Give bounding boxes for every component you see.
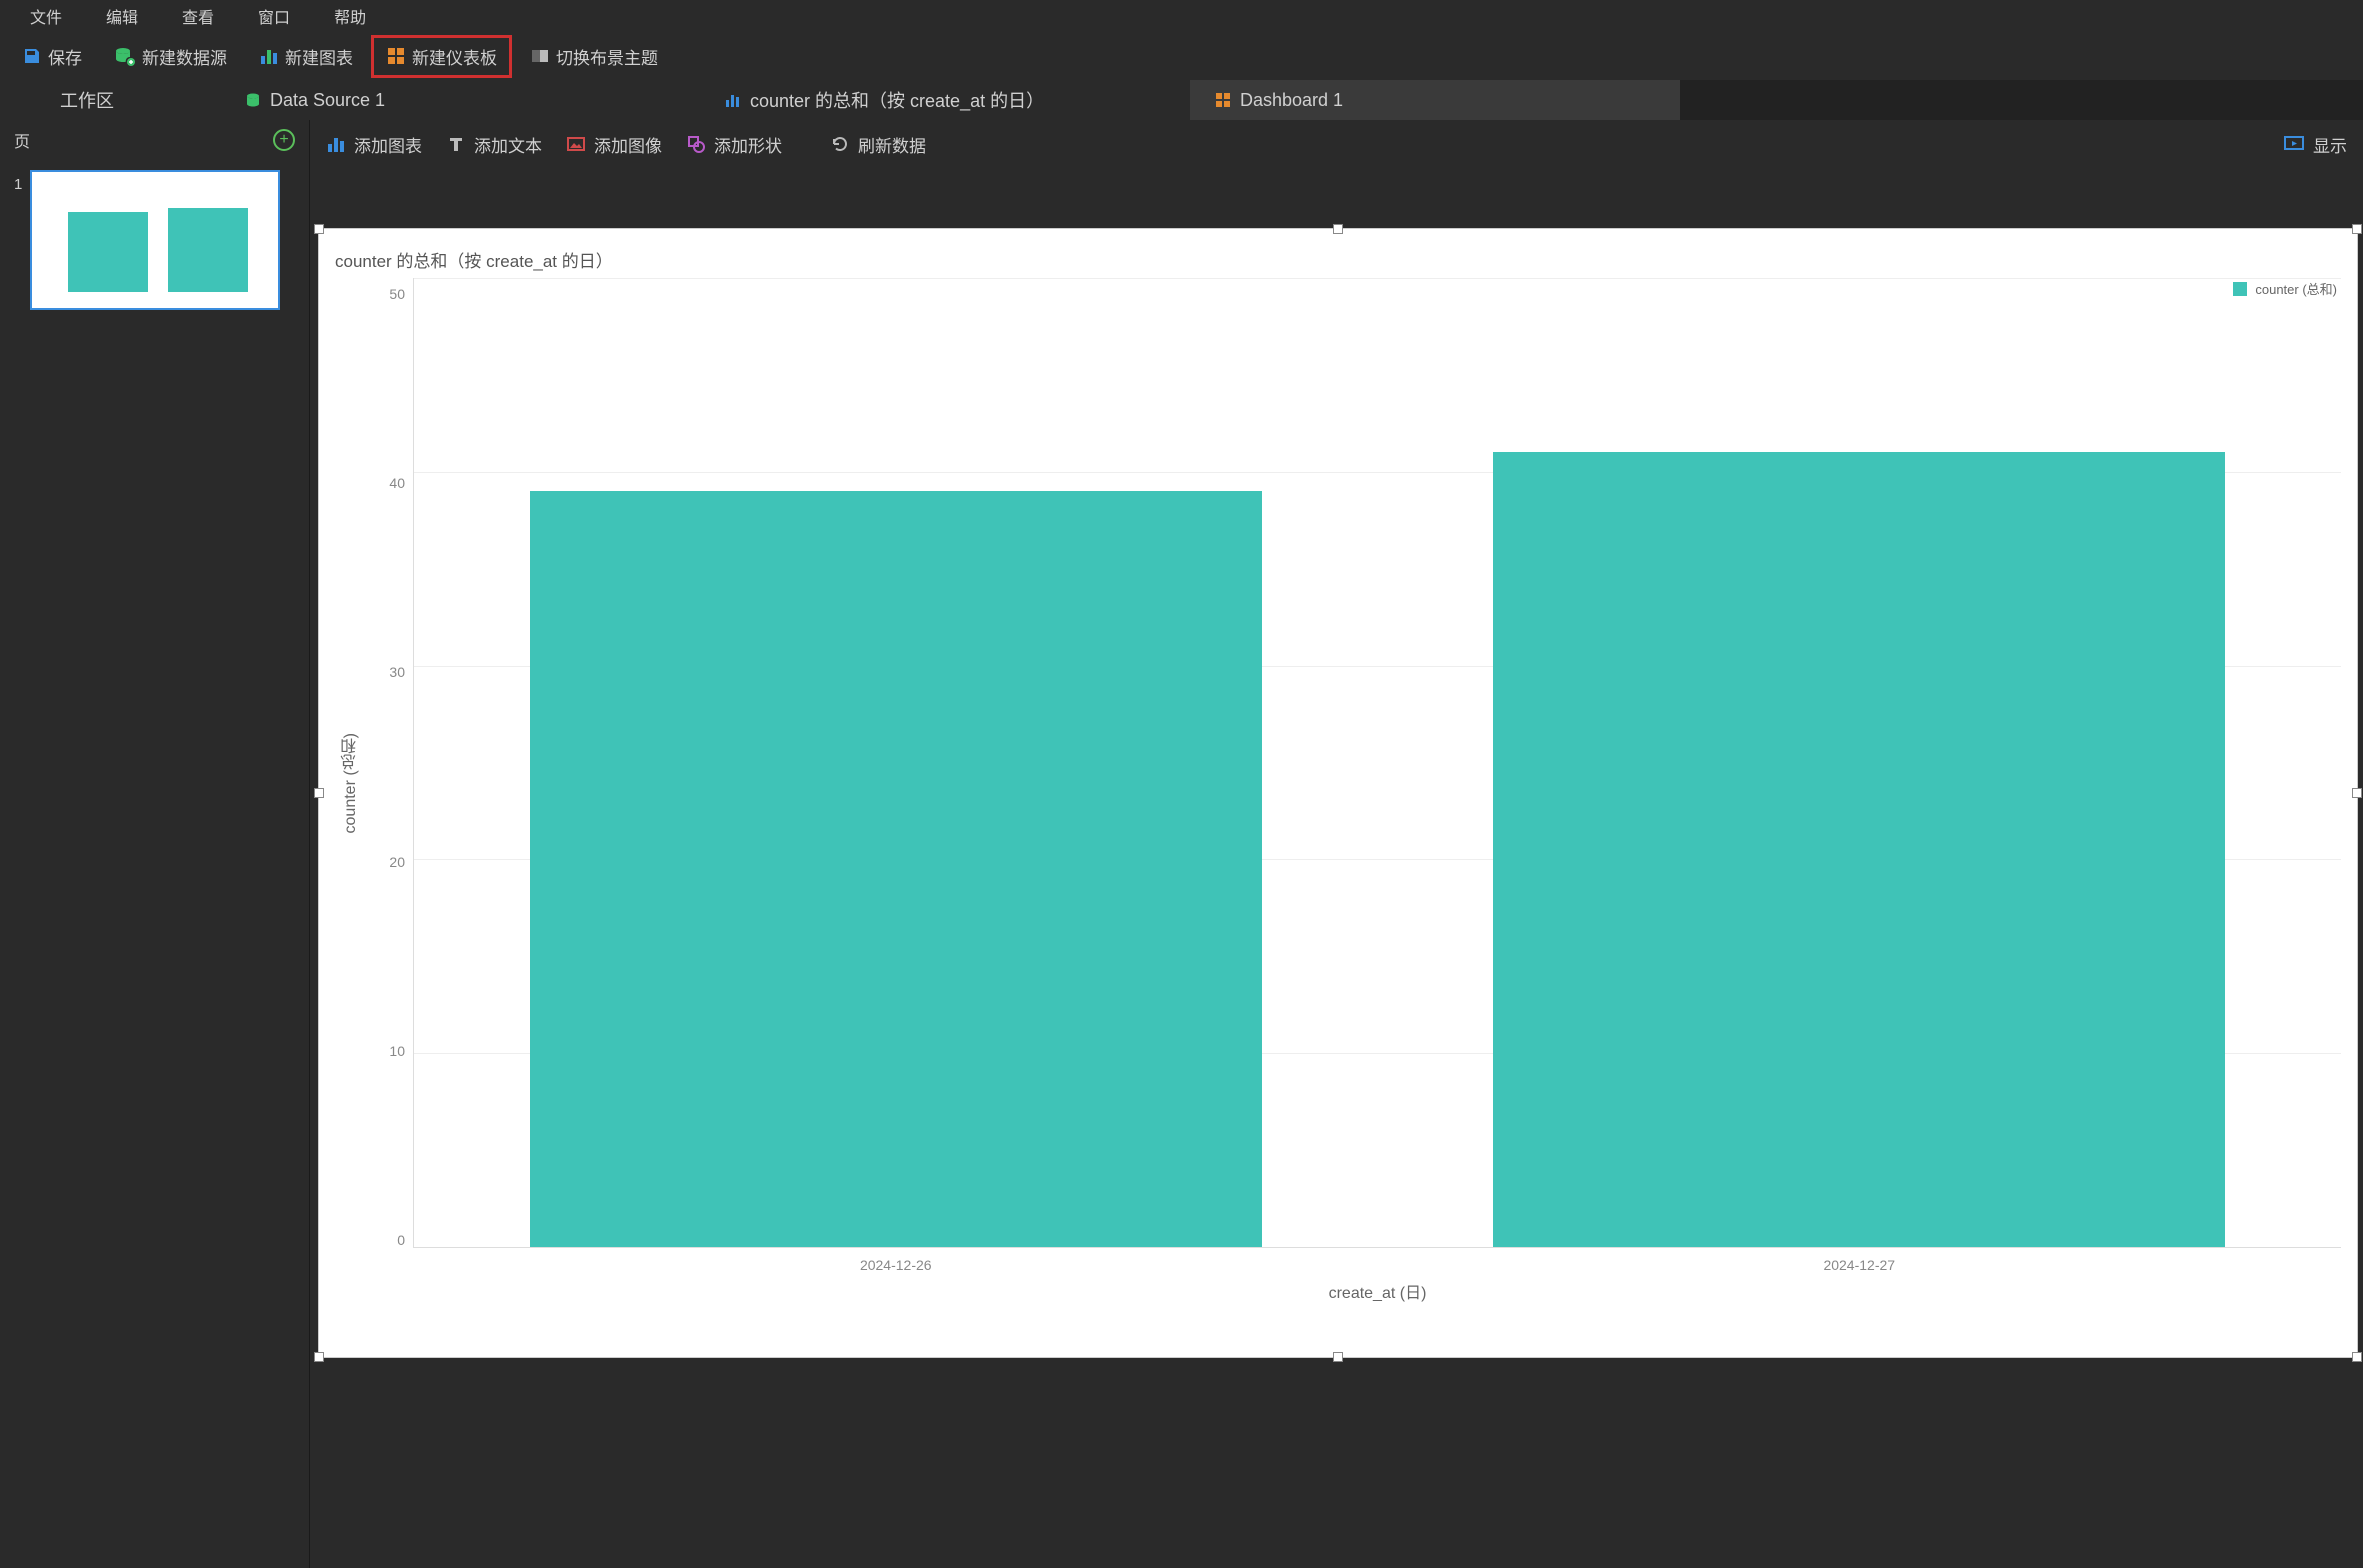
y-tick: 50 — [373, 286, 405, 302]
chart-title: counter 的总和（按 create_at 的日） — [335, 247, 2341, 272]
present-button[interactable]: 显示 — [2283, 132, 2347, 157]
new-dashboard-label: 新建仪表板 — [412, 44, 497, 69]
add-page-button[interactable]: + — [273, 129, 295, 151]
x-tick-label: 2024-12-27 — [1823, 1257, 1895, 1273]
save-button[interactable]: 保存 — [8, 36, 96, 77]
add-shape-button[interactable]: 添加形状 — [686, 132, 782, 157]
menu-help[interactable]: 帮助 — [312, 0, 388, 32]
tabs-bar: 工作区 Data Source 1 counter 的总和（按 create_a… — [0, 80, 2363, 120]
dashboard-tab-icon — [1214, 91, 1232, 109]
add-chart-label: 添加图表 — [354, 132, 422, 157]
add-chart-icon — [326, 134, 346, 154]
shape-icon — [686, 134, 706, 154]
menu-window[interactable]: 窗口 — [236, 0, 312, 32]
plot-area: create_at (日) 2024-12-262024-12-27 — [413, 278, 2341, 1248]
canvas-wrap: counter (总和) counter 的总和（按 create_at 的日）… — [310, 168, 2363, 1568]
bar-chart[interactable]: counter 的总和（按 create_at 的日） counter (总和)… — [335, 247, 2341, 1341]
resize-handle-tc[interactable] — [1333, 224, 1343, 234]
chart-icon — [724, 91, 742, 109]
y-tick: 0 — [373, 1232, 405, 1248]
tab-chart-label: counter 的总和（按 create_at 的日） — [750, 87, 1044, 113]
y-axis-label: counter (总和) — [335, 733, 367, 833]
resize-handle-bc[interactable] — [1333, 1352, 1343, 1362]
x-tick-label: 2024-12-26 — [860, 1257, 932, 1273]
new-dashboard-button[interactable]: 新建仪表板 — [371, 35, 512, 78]
main-toolbar: 保存 新建数据源 新建图表 新建仪表板 切换布景主题 — [0, 32, 2363, 80]
tab-data-source[interactable]: Data Source 1 — [220, 80, 700, 120]
grid-line — [414, 278, 2341, 279]
refresh-icon — [830, 134, 850, 154]
add-text-button[interactable]: 添加文本 — [446, 132, 542, 157]
x-axis-label: create_at (日) — [1329, 1279, 1427, 1303]
y-ticks: 50 40 30 20 10 0 — [367, 278, 413, 1288]
refresh-data-button[interactable]: 刷新数据 — [830, 132, 926, 157]
image-icon — [566, 134, 586, 154]
pages-title: 页 — [14, 128, 30, 152]
tab-workspace-label: 工作区 — [60, 87, 114, 113]
bar[interactable] — [1493, 452, 2225, 1247]
tab-chart[interactable]: counter 的总和（按 create_at 的日） — [700, 80, 1190, 120]
menu-edit[interactable]: 编辑 — [84, 0, 160, 32]
tab-dashboard-label: Dashboard 1 — [1240, 90, 1343, 111]
tab-data-source-label: Data Source 1 — [270, 90, 385, 111]
y-tick: 30 — [373, 664, 405, 680]
resize-handle-bl[interactable] — [314, 1352, 324, 1362]
add-image-button[interactable]: 添加图像 — [566, 132, 662, 157]
present-label: 显示 — [2313, 132, 2347, 157]
content-area: 添加图表 添加文本 添加图像 添加形状 — [310, 120, 2363, 1568]
new-data-source-label: 新建数据源 — [142, 44, 227, 69]
page-thumbnail-row: 1 — [0, 160, 309, 320]
dashboard-canvas[interactable]: counter (总和) counter 的总和（按 create_at 的日）… — [318, 228, 2358, 1358]
save-label: 保存 — [48, 44, 82, 69]
y-tick: 10 — [373, 1043, 405, 1059]
resize-handle-mr[interactable] — [2352, 788, 2362, 798]
add-chart-button[interactable]: 添加图表 — [326, 132, 422, 157]
add-shape-label: 添加形状 — [714, 132, 782, 157]
text-icon — [446, 134, 466, 154]
thumb-mini-bar-2 — [168, 208, 248, 292]
bar-chart-icon — [259, 46, 279, 66]
bar[interactable] — [530, 491, 1262, 1247]
switch-theme-label: 切换布景主题 — [556, 44, 658, 69]
tab-workspace[interactable]: 工作区 — [0, 80, 220, 120]
content-toolbar: 添加图表 添加文本 添加图像 添加形状 — [310, 120, 2363, 168]
theme-icon — [530, 46, 550, 66]
present-icon — [2283, 133, 2305, 155]
page-thumbnail-number: 1 — [14, 170, 22, 310]
resize-handle-br[interactable] — [2352, 1352, 2362, 1362]
switch-theme-button[interactable]: 切换布景主题 — [516, 36, 672, 77]
add-text-label: 添加文本 — [474, 132, 542, 157]
add-image-label: 添加图像 — [594, 132, 662, 157]
tab-dashboard[interactable]: Dashboard 1 — [1190, 80, 1680, 120]
menu-bar: 文件 编辑 查看 窗口 帮助 — [0, 0, 2363, 32]
database-icon — [244, 91, 262, 109]
resize-handle-tr[interactable] — [2352, 224, 2362, 234]
pages-sidebar: 页 + 1 — [0, 120, 310, 1568]
new-chart-button[interactable]: 新建图表 — [245, 36, 367, 77]
save-icon — [22, 46, 42, 66]
resize-handle-tl[interactable] — [314, 224, 324, 234]
new-data-source-button[interactable]: 新建数据源 — [100, 36, 241, 77]
thumb-mini-bar-1 — [68, 212, 148, 292]
database-plus-icon — [114, 45, 136, 67]
y-tick: 40 — [373, 475, 405, 491]
refresh-data-label: 刷新数据 — [858, 132, 926, 157]
y-tick: 20 — [373, 854, 405, 870]
new-chart-label: 新建图表 — [285, 44, 353, 69]
menu-view[interactable]: 查看 — [160, 0, 236, 32]
dashboard-icon — [386, 46, 406, 66]
page-thumbnail[interactable] — [30, 170, 280, 310]
menu-file[interactable]: 文件 — [8, 0, 84, 32]
resize-handle-ml[interactable] — [314, 788, 324, 798]
